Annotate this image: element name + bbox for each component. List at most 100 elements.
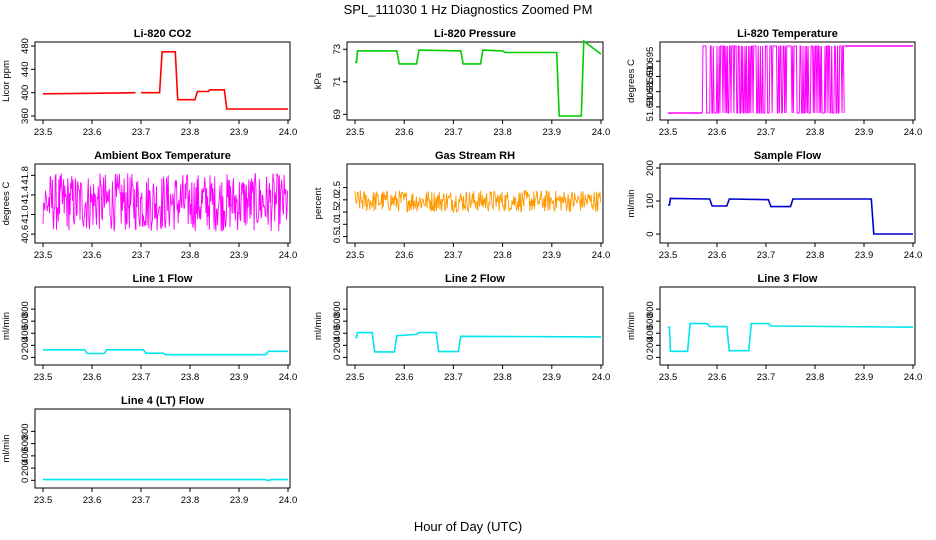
y-tick-label: 360 <box>20 108 31 124</box>
panel-4: Ambient Box Temperature 23.5 23.6 23.7 23.8 2… <box>1 150 297 261</box>
y-tick-label: 400 <box>645 325 656 341</box>
y-tick-label: 600 <box>332 313 343 329</box>
x-tick-label: 23.8 <box>806 250 825 261</box>
x-tick-label: 23.8 <box>493 127 512 138</box>
x-tick-label: 23.6 <box>83 250 102 261</box>
y-axis-label: ml/min <box>626 190 637 218</box>
x-tick-label: 23.7 <box>757 127 776 138</box>
x-tick-label: 23.8 <box>806 372 825 383</box>
y-tick-label: 200 <box>20 460 31 476</box>
x-tick-label: 23.8 <box>806 127 825 138</box>
series-line <box>668 197 913 235</box>
y-tick-label: 69 <box>332 109 343 120</box>
x-tick-label: 23.8 <box>181 127 200 138</box>
x-tick-label: 23.5 <box>659 372 678 383</box>
panel-7: Line 1 Flow 23.5 23.6 23.7 23.8 23.9 24.0 0 2004… <box>1 273 297 383</box>
x-tick-label: 23.8 <box>493 372 512 383</box>
figure-title: SPL_111030 1 Hz Diagnostics Zoomed PM <box>344 2 593 17</box>
series <box>43 478 288 482</box>
panel-title: Sample Flow <box>754 150 822 162</box>
panel-title: Li-820 Temperature <box>737 28 838 40</box>
figure-x-axis-label: Hour of Day (UTC) <box>414 519 522 534</box>
y-tick-label: 2.5 <box>332 181 343 194</box>
x-tick-label: 23.8 <box>181 372 200 383</box>
y-tick-label: 41.4 <box>20 186 31 205</box>
series-toggle-line <box>701 45 845 114</box>
x-tick-label: 23.9 <box>855 250 874 261</box>
y-tick-label: 71 <box>332 77 343 88</box>
y-tick-label: 400 <box>20 85 31 101</box>
y-tick-label: 400 <box>20 325 31 341</box>
x-tick-label: 23.9 <box>855 127 874 138</box>
x-tick-label: 23.6 <box>395 250 414 261</box>
y-tick-label: 600 <box>20 313 31 329</box>
y-tick-label: 1.0 <box>332 218 343 231</box>
x-tick-label: 23.5 <box>34 127 53 138</box>
x-tick-label: 23.9 <box>543 372 562 383</box>
y-tick-label: 200 <box>332 337 343 353</box>
series-line <box>668 322 914 353</box>
x-tick-label: 23.6 <box>83 495 102 506</box>
y-tick-label: 440 <box>20 61 31 77</box>
x-tick-label: 23.9 <box>230 127 249 138</box>
y-axis-label: ml/min <box>313 312 324 340</box>
panel-8: Line 2 Flow 23.5 23.6 23.7 23.8 23.9 24.0 0 2004… <box>313 273 610 383</box>
plot-frame <box>659 163 916 244</box>
y-tick-label: 51.695 <box>645 47 656 76</box>
panel-title: Gas Stream RH <box>435 150 515 162</box>
x-tick-label: 23.8 <box>181 495 200 506</box>
x-tick-label: 23.8 <box>493 250 512 261</box>
x-tick-label: 23.6 <box>395 372 414 383</box>
y-tick-label: 0 <box>332 355 343 360</box>
series <box>668 45 913 114</box>
series <box>668 197 913 235</box>
y-tick-label: 400 <box>332 325 343 341</box>
y-tick-label: 600 <box>645 313 656 329</box>
series <box>42 172 289 232</box>
x-tick-label: 23.5 <box>346 127 365 138</box>
series <box>42 50 288 110</box>
y-tick-label: 40.6 <box>20 225 31 244</box>
y-tick-label: 0 <box>20 478 31 483</box>
y-tick-label: 0 <box>645 231 656 236</box>
x-tick-label: 24.0 <box>279 250 298 261</box>
y-tick-label: 800 <box>20 301 31 317</box>
y-tick-label: 600 <box>20 436 31 452</box>
series-line <box>209 89 288 110</box>
y-tick-label: 73 <box>332 44 343 55</box>
x-tick-label: 24.0 <box>592 250 611 261</box>
x-tick-label: 23.9 <box>230 495 249 506</box>
series-line <box>355 39 602 117</box>
x-tick-label: 24.0 <box>904 250 923 261</box>
y-axis-label: Licor ppm <box>1 60 12 102</box>
plot-frame <box>34 408 291 489</box>
y-tick-label: 51.685 <box>645 77 656 106</box>
y-tick-label: 480 <box>20 38 31 54</box>
y-tick-label: 51.690 <box>645 62 656 91</box>
x-tick-label: 24.0 <box>592 127 611 138</box>
x-tick-label: 23.5 <box>659 250 678 261</box>
panel-title: Line 2 Flow <box>445 273 505 285</box>
y-tick-label: 100 <box>645 193 656 209</box>
x-tick-label: 23.7 <box>132 372 151 383</box>
y-tick-label: 41.8 <box>20 166 31 185</box>
y-tick-label: 200 <box>20 337 31 353</box>
x-tick-label: 23.6 <box>83 372 102 383</box>
plot-frame <box>346 286 604 366</box>
x-tick-label: 23.7 <box>757 250 776 261</box>
y-axis-label: ml/min <box>1 435 12 463</box>
x-tick-label: 23.7 <box>132 495 151 506</box>
panels-grid: Li-820 CO2 23.5 23.6 23.7 23.8 23.9 24.0 360 400… <box>1 28 922 506</box>
panel-1: Li-820 CO2 23.5 23.6 23.7 23.8 23.9 24.0 360 400… <box>1 28 297 138</box>
x-tick-label: 23.6 <box>708 372 727 383</box>
panel-10: Line 4 (LT) Flow 23.5 23.6 23.7 23.8 23.9 24.0… <box>1 395 297 506</box>
x-tick-label: 24.0 <box>279 495 298 506</box>
plot-frame <box>34 286 291 366</box>
y-axis-label: ml/min <box>626 312 637 340</box>
panel-title: Line 3 Flow <box>758 273 818 285</box>
plot-frame <box>34 163 291 244</box>
x-tick-label: 23.5 <box>346 372 365 383</box>
series-line <box>43 348 288 356</box>
series <box>355 39 602 117</box>
